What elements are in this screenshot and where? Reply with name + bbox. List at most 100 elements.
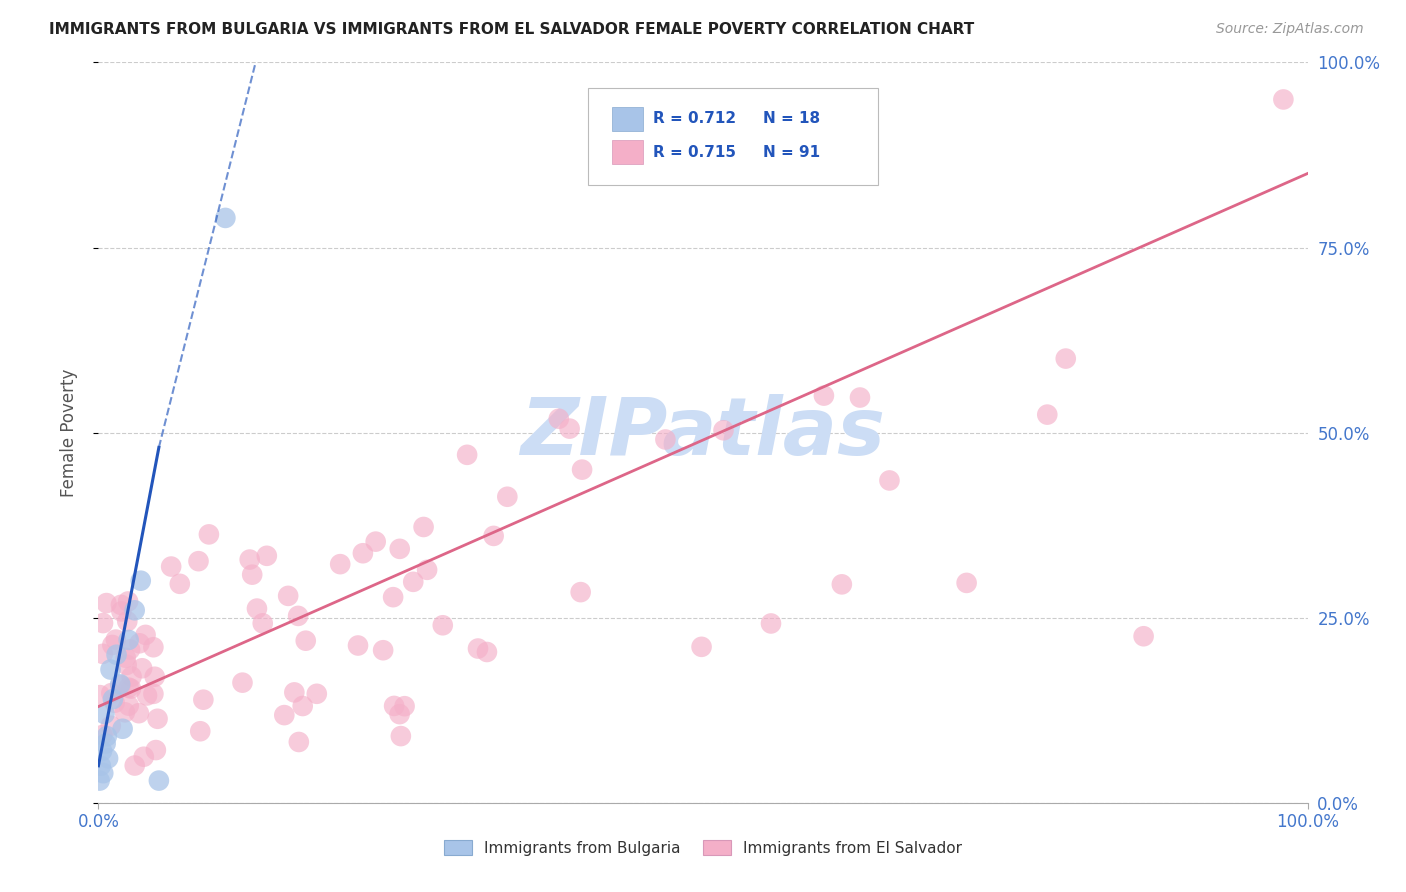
Point (252, 616, 274, 631)
Point (104, 632, 127, 647)
Point (382, 590, 405, 604)
Text: Source: ZipAtlas.com: Source: ZipAtlas.com (1216, 22, 1364, 37)
Point (482, 529, 505, 543)
Point (256, 549, 278, 563)
Point (89, 773, 111, 788)
Point (759, 616, 782, 631)
Point (142, 687, 165, 701)
Y-axis label: Female Poverty: Female Poverty (59, 368, 77, 497)
Point (347, 639, 370, 653)
Point (91, 647, 114, 661)
Point (101, 638, 124, 652)
Point (329, 557, 352, 571)
Point (388, 541, 411, 556)
Point (547, 411, 569, 425)
Point (96, 596, 118, 610)
Point (108, 677, 131, 691)
Point (100, 663, 122, 677)
Point (90, 758, 112, 772)
Point (394, 699, 416, 714)
Point (117, 615, 139, 629)
Point (239, 552, 262, 566)
Point (371, 643, 394, 657)
Text: R = 0.712: R = 0.712 (654, 112, 737, 126)
Point (114, 706, 136, 720)
Text: IMMIGRANTS FROM BULGARIA VS IMMIGRANTS FROM EL SALVADOR FEMALE POVERTY CORRELATI: IMMIGRANTS FROM BULGARIA VS IMMIGRANTS F… (49, 22, 974, 37)
Point (120, 642, 142, 657)
Point (571, 462, 593, 476)
Point (402, 574, 425, 589)
Point (1132, 629, 1154, 643)
Point (131, 661, 153, 675)
Point (94, 737, 117, 751)
Point (105, 648, 128, 662)
Point (136, 689, 159, 703)
Point (169, 577, 191, 591)
Point (1054, 351, 1077, 366)
Point (115, 657, 138, 672)
Text: ZIPatlas: ZIPatlas (520, 393, 886, 472)
Text: N = 91: N = 91 (763, 145, 821, 160)
Point (231, 675, 253, 690)
Point (364, 534, 387, 549)
Point (91, 766, 114, 780)
Point (101, 692, 124, 706)
Point (813, 388, 835, 402)
FancyBboxPatch shape (588, 88, 879, 185)
Point (135, 628, 157, 642)
Point (124, 758, 146, 772)
Point (467, 641, 489, 656)
Point (93, 706, 115, 721)
Point (382, 698, 405, 713)
Point (475, 645, 498, 659)
Point (879, 474, 901, 488)
Point (388, 707, 411, 722)
Point (246, 601, 269, 615)
Point (240, 567, 263, 582)
Point (128, 706, 150, 721)
Point (132, 749, 155, 764)
Point (1272, 92, 1295, 106)
Point (143, 670, 166, 684)
Point (91, 616, 114, 631)
Point (432, 618, 454, 632)
Point (558, 422, 581, 436)
Point (849, 391, 872, 405)
Point (352, 546, 374, 560)
Point (198, 527, 221, 541)
Point (496, 490, 519, 504)
Point (129, 574, 152, 588)
Point (214, 211, 236, 225)
Point (288, 735, 311, 749)
Point (416, 563, 439, 577)
Point (713, 423, 735, 437)
Point (118, 698, 141, 713)
Point (305, 687, 328, 701)
Bar (613, 140, 643, 164)
Point (128, 636, 150, 650)
Point (148, 773, 170, 788)
Point (118, 632, 141, 647)
Point (100, 719, 122, 733)
Point (91, 728, 114, 742)
Legend: Immigrants from Bulgaria, Immigrants from El Salvador: Immigrants from Bulgaria, Immigrants fro… (437, 834, 969, 862)
Point (142, 640, 165, 655)
Text: N = 18: N = 18 (763, 112, 821, 126)
Bar (613, 107, 643, 130)
Point (294, 633, 316, 648)
Point (146, 712, 169, 726)
Point (456, 448, 478, 462)
Point (273, 708, 295, 723)
Point (117, 594, 139, 608)
Point (1036, 408, 1059, 422)
Point (100, 686, 122, 700)
Point (145, 743, 167, 757)
Point (91, 744, 114, 758)
Point (188, 724, 211, 739)
Point (654, 433, 676, 447)
Point (110, 604, 132, 618)
Point (389, 729, 412, 743)
Point (89, 688, 111, 702)
Point (287, 608, 309, 623)
Point (160, 559, 183, 574)
